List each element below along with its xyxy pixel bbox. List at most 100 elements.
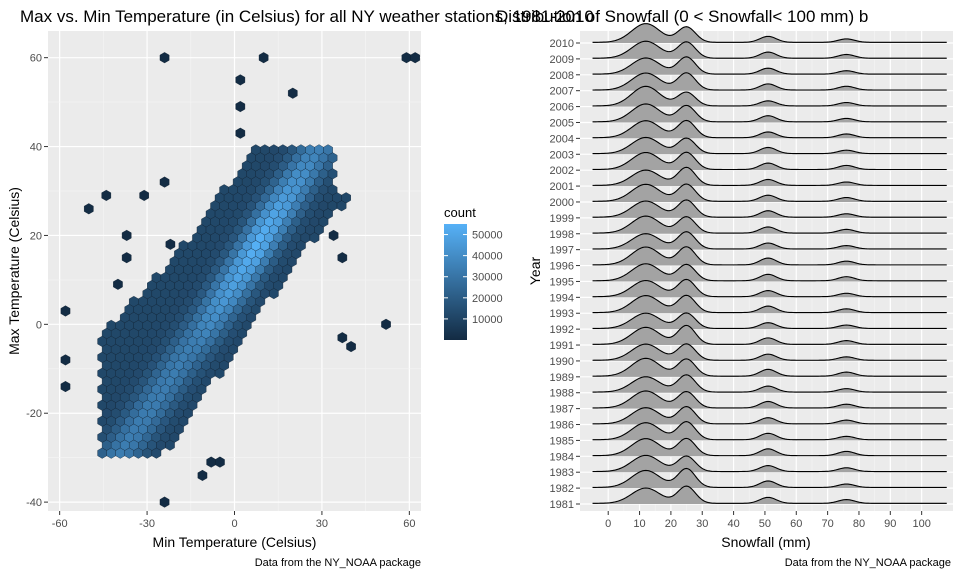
hexbin-cell xyxy=(215,456,225,468)
ridge-area xyxy=(592,231,947,250)
ridge-line xyxy=(592,374,947,393)
ridgeline-x-tick-label: 10 xyxy=(633,518,645,530)
hexbin-cell xyxy=(235,101,246,113)
ridgeline-y-tick-label: 2009 xyxy=(550,54,574,66)
hexbin-cell xyxy=(113,278,123,290)
ridge-line xyxy=(592,72,947,91)
ridgeline-y-axis-title: Year xyxy=(527,257,543,286)
ridgeline-y-tick-label: 2010 xyxy=(550,38,574,50)
hexbin-cell xyxy=(287,87,298,99)
legend-tick-label: 30000 xyxy=(472,272,503,284)
ridge-2002 xyxy=(592,151,947,171)
hexbin-caption: Data from the NY_NOAA package xyxy=(255,557,421,569)
ridgeline-y-tick-label: 2008 xyxy=(550,70,574,82)
ridgeline-y-tick-label: 2002 xyxy=(550,165,574,177)
ridgeline-y-tick-label: 1981 xyxy=(550,499,574,511)
ridgeline-y-tick-label: 1990 xyxy=(550,356,574,368)
ridge-line xyxy=(592,56,947,75)
ridge-1982 xyxy=(592,467,947,489)
hexbin-x-axis: -60 -30 0 30 60 xyxy=(52,511,415,530)
hexbin-cell xyxy=(139,189,149,201)
ridge-line xyxy=(592,324,947,345)
legend-tick-label: 40000 xyxy=(472,251,503,263)
ridge-area xyxy=(592,23,947,43)
legend-colorbar xyxy=(444,224,467,340)
hexbin-x-tick-label: 0 xyxy=(231,518,237,530)
ridge-line xyxy=(592,390,947,409)
ridge-area xyxy=(592,358,947,377)
hexbin-cell xyxy=(60,381,71,393)
hexbin-cell xyxy=(258,52,269,64)
ridge-1997 xyxy=(592,231,947,250)
ridge-line xyxy=(592,421,947,441)
hexbin-cell xyxy=(159,52,170,64)
legend-tick-label: 20000 xyxy=(472,293,503,305)
hexbin-y-axis-title: Max Temperature (Celsius) xyxy=(6,187,22,355)
hexbin-cell xyxy=(121,229,132,241)
hexbin-x-tick-label: 60 xyxy=(403,518,415,530)
ridge-line xyxy=(592,119,947,139)
ridge-line xyxy=(592,231,947,250)
hexbin-y-tick-label: 40 xyxy=(30,142,42,154)
hexbin-cell xyxy=(337,252,348,264)
ridge-area xyxy=(592,263,947,282)
legend-title: count xyxy=(444,205,476,220)
ridgeline-y-tick-label: 1999 xyxy=(550,213,574,225)
hexbin-cell xyxy=(346,341,356,353)
ridge-area xyxy=(592,216,947,234)
hexbin-cell xyxy=(197,469,208,481)
ridge-area xyxy=(592,438,947,457)
hexbin-cell xyxy=(121,252,132,264)
ridge-2003 xyxy=(592,136,947,155)
hexbin-x-tick-label: -30 xyxy=(139,518,155,530)
ridge-line xyxy=(592,406,947,425)
ridge-line xyxy=(592,246,947,266)
hexbin-cell xyxy=(323,144,333,156)
ridgeline-y-tick-label: 1984 xyxy=(550,451,574,463)
hexbin-y-tick-label: -20 xyxy=(26,408,42,420)
ridge-line xyxy=(592,85,947,107)
ridge-area xyxy=(592,468,947,489)
hexbin-cell xyxy=(165,238,176,250)
hexbin-y-tick-label: 0 xyxy=(36,319,42,331)
ridgeline-y-tick-label: 2003 xyxy=(550,149,574,161)
hexbin-title: Max vs. Min Temperature (in Celsius) for… xyxy=(20,7,594,26)
ridge-2006 xyxy=(592,85,947,107)
ridge-line xyxy=(592,312,947,330)
ridgeline-y-tick-label: 1998 xyxy=(550,229,574,241)
ridge-1987 xyxy=(592,390,947,409)
ridge-area xyxy=(592,167,947,187)
ridgeline-x-tick-label: 100 xyxy=(912,518,930,530)
hexbin-x-tick-label: -60 xyxy=(52,518,68,530)
hexbin-cell xyxy=(84,203,94,215)
ridgeline-x-tick-label: 40 xyxy=(727,518,739,530)
ridgeline-x-tick-label: 70 xyxy=(821,518,833,530)
ridgeline-y-tick-label: 2006 xyxy=(550,102,574,114)
ridge-area xyxy=(592,184,947,202)
hexbin-cell xyxy=(235,74,246,86)
ridgeline-y-tick-label: 1991 xyxy=(550,340,574,352)
ridge-area xyxy=(592,41,947,59)
ridge-line xyxy=(592,294,947,314)
ridge-line xyxy=(592,263,947,282)
ridge-area xyxy=(592,390,947,409)
ridge-1992 xyxy=(592,312,947,330)
ridge-line xyxy=(592,199,947,218)
ridge-1996 xyxy=(592,246,947,266)
legend-tick-label: 10000 xyxy=(472,314,503,326)
ridge-1995 xyxy=(592,263,947,282)
ridge-line xyxy=(592,215,947,234)
hexbin-y-axis: -40 -20 0 20 40 60 xyxy=(26,53,48,509)
ridge-line xyxy=(592,103,947,123)
ridgeline-y-tick-label: 1988 xyxy=(550,388,574,400)
ridge-area xyxy=(592,199,947,218)
ridgeline-series xyxy=(592,23,947,504)
hexbin-cell xyxy=(60,305,71,317)
hexbin-cells xyxy=(60,52,420,508)
ridgeline-x-tick-label: 0 xyxy=(605,518,611,530)
ridge-2009 xyxy=(592,40,947,59)
hexbin-cell xyxy=(337,332,348,344)
hexbin-cell xyxy=(159,176,170,188)
ridgeline-x-tick-label: 20 xyxy=(665,518,677,530)
